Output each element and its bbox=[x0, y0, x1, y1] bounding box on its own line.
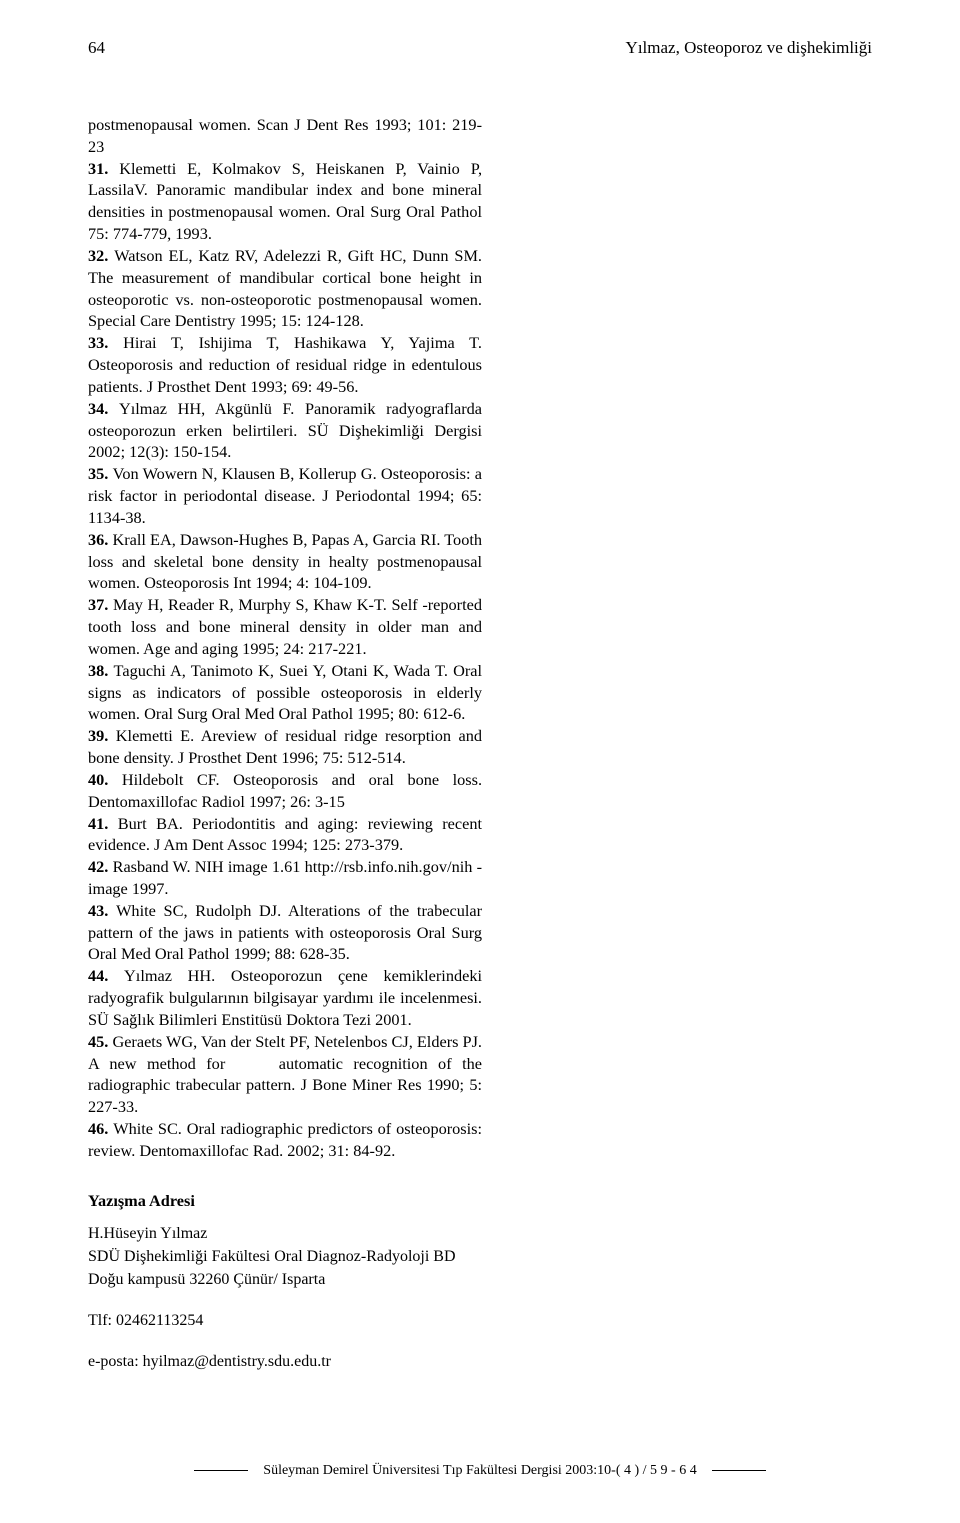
page-footer: Süleyman Demirel Üniversitesi Tıp Fakült… bbox=[88, 1463, 872, 1479]
reference-text: Yılmaz HH, Akgünlü F. Panoramik radyogra… bbox=[88, 399, 482, 462]
reference-text: Hildebolt CF. Osteoporosis and oral bone… bbox=[88, 770, 482, 811]
reference-number: 44. bbox=[88, 966, 124, 985]
reference-number: 42. bbox=[88, 857, 113, 876]
reference-number: 39. bbox=[88, 726, 116, 745]
reference-text: Yılmaz HH. Osteoporozun çene kemiklerind… bbox=[88, 966, 482, 1029]
reference-item: 37. May H, Reader R, Murphy S, Khaw K-T.… bbox=[88, 594, 482, 659]
reference-text: White SC. Oral radiographic predictors o… bbox=[88, 1119, 482, 1160]
contact-name: H.Hüseyin Yılmaz bbox=[88, 1222, 482, 1245]
contact-email: e-posta: hyilmaz@dentistry.sdu.edu.tr bbox=[88, 1350, 482, 1373]
reference-text: May H, Reader R, Murphy S, Khaw K-T. Sel… bbox=[88, 595, 482, 658]
contact-address: Doğu kampusü 32260 Çünür/ Isparta bbox=[88, 1268, 482, 1291]
reference-item: 33. Hirai T, Ishijima T, Hashikawa Y, Ya… bbox=[88, 332, 482, 397]
reference-item: 43. White SC, Rudolph DJ. Alterations of… bbox=[88, 900, 482, 965]
reference-text: Klemetti E. Areview of residual ridge re… bbox=[88, 726, 482, 767]
reference-item: 41. Burt BA. Periodontitis and aging: re… bbox=[88, 813, 482, 857]
reference-item: 34. Yılmaz HH, Akgünlü F. Panoramik rady… bbox=[88, 398, 482, 463]
intro-fragment: postmenopausal women. Scan J Dent Res 19… bbox=[88, 114, 482, 158]
reference-number: 35. bbox=[88, 464, 113, 483]
left-column: postmenopausal women. Scan J Dent Res 19… bbox=[88, 114, 482, 1374]
reference-item: 35. Von Wowern N, Klausen B, Kollerup G.… bbox=[88, 463, 482, 528]
footer-rule-left bbox=[194, 1470, 248, 1471]
references-list: 31. Klemetti E, Kolmakov S, Heiskanen P,… bbox=[88, 158, 482, 1162]
reference-text: Watson EL, Katz RV, Adelezzi R, Gift HC,… bbox=[88, 246, 482, 330]
page: 64 Yılmaz, Osteoporoz ve dişhekimliği po… bbox=[0, 0, 960, 1523]
contact-section-title: Yazışma Adresi bbox=[88, 1190, 482, 1212]
reference-text: Hirai T, Ishijima T, Hashikawa Y, Yajima… bbox=[88, 333, 482, 396]
contact-affiliation: SDÜ Dişhekimliği Fakültesi Oral Diagnoz-… bbox=[88, 1245, 482, 1268]
reference-item: 38. Taguchi A, Tanimoto K, Suei Y, Otani… bbox=[88, 660, 482, 725]
reference-item: 32. Watson EL, Katz RV, Adelezzi R, Gift… bbox=[88, 245, 482, 332]
reference-number: 43. bbox=[88, 901, 116, 920]
reference-number: 46. bbox=[88, 1119, 113, 1138]
reference-item: 40. Hildebolt CF. Osteoporosis and oral … bbox=[88, 769, 482, 813]
reference-item: 31. Klemetti E, Kolmakov S, Heiskanen P,… bbox=[88, 158, 482, 245]
contact-phone: Tlf: 02462113254 bbox=[88, 1309, 482, 1332]
reference-text: Rasband W. NIH image 1.61 http://rsb.inf… bbox=[88, 857, 482, 898]
reference-number: 38. bbox=[88, 661, 114, 680]
reference-number: 31. bbox=[88, 159, 119, 178]
reference-item: 44. Yılmaz HH. Osteoporozun çene kemikle… bbox=[88, 965, 482, 1030]
reference-text: White SC, Rudolph DJ. Alterations of the… bbox=[88, 901, 482, 964]
running-head: Yılmaz, Osteoporoz ve dişhekimliği bbox=[626, 38, 872, 58]
reference-number: 40. bbox=[88, 770, 122, 789]
reference-text: Geraets WG, Van der Stelt PF, Netelenbos… bbox=[88, 1032, 482, 1116]
reference-item: 42. Rasband W. NIH image 1.61 http://rsb… bbox=[88, 856, 482, 900]
footer-text: Süleyman Demirel Üniversitesi Tıp Fakült… bbox=[263, 1463, 696, 1478]
reference-text: Taguchi A, Tanimoto K, Suei Y, Otani K, … bbox=[88, 661, 482, 724]
footer-rule-right bbox=[712, 1470, 766, 1471]
reference-text: Krall EA, Dawson-Hughes B, Papas A, Garc… bbox=[88, 530, 482, 593]
reference-text: Von Wowern N, Klausen B, Kollerup G. Ost… bbox=[88, 464, 482, 527]
reference-number: 32. bbox=[88, 246, 114, 265]
reference-item: 46. White SC. Oral radiographic predicto… bbox=[88, 1118, 482, 1162]
reference-item: 45. Geraets WG, Van der Stelt PF, Netele… bbox=[88, 1031, 482, 1118]
page-header: 64 Yılmaz, Osteoporoz ve dişhekimliği bbox=[88, 38, 872, 58]
reference-text: Klemetti E, Kolmakov S, Heiskanen P, Vai… bbox=[88, 159, 482, 243]
reference-item: 36. Krall EA, Dawson-Hughes B, Papas A, … bbox=[88, 529, 482, 594]
reference-number: 45. bbox=[88, 1032, 112, 1051]
reference-item: 39. Klemetti E. Areview of residual ridg… bbox=[88, 725, 482, 769]
reference-number: 36. bbox=[88, 530, 112, 549]
reference-number: 41. bbox=[88, 814, 118, 833]
reference-number: 33. bbox=[88, 333, 123, 352]
reference-number: 34. bbox=[88, 399, 119, 418]
contact-block: H.Hüseyin Yılmaz SDÜ Dişhekimliği Fakült… bbox=[88, 1222, 482, 1374]
reference-number: 37. bbox=[88, 595, 113, 614]
reference-text: Burt BA. Periodontitis and aging: review… bbox=[88, 814, 482, 855]
page-number: 64 bbox=[88, 38, 105, 58]
